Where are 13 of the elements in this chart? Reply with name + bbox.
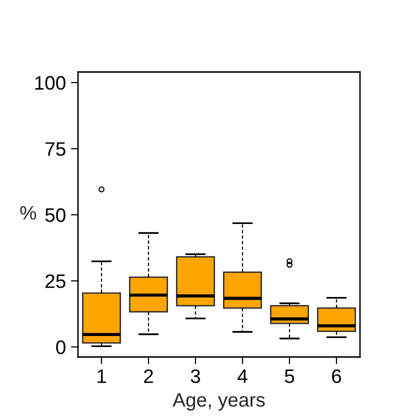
y-tick-label: 0	[56, 340, 66, 354]
y-tick-label: 50	[45, 208, 66, 222]
y-tick-label: 75	[46, 142, 66, 156]
x-tick-label: 3	[190, 369, 200, 384]
x-tick-label: 5	[284, 370, 294, 384]
x-tick-label: 2	[144, 369, 153, 383]
x-tick-label: 6	[332, 369, 342, 384]
x-tick-label: 4	[238, 370, 248, 383]
y-tick-label: 100	[35, 76, 66, 90]
x-tick-label: 1	[98, 370, 106, 383]
x-axis-title: Age, years	[172, 393, 265, 411]
y-axis-title: %	[20, 206, 36, 220]
y-tick-label: 25	[46, 274, 66, 288]
